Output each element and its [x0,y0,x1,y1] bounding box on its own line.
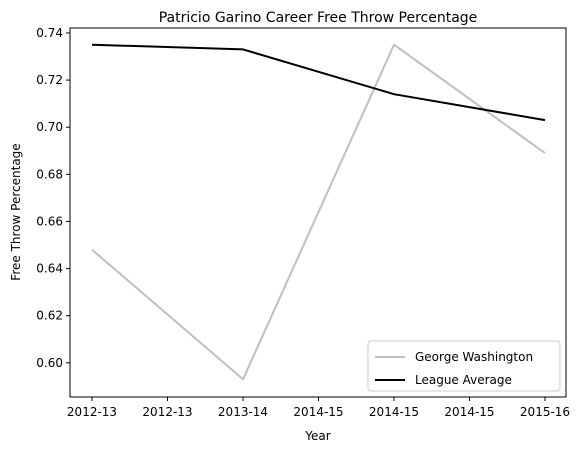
x-tick-label: 2012-13 [67,405,117,419]
legend-label: George Washington [415,350,533,364]
x-tick-label: 2014-15 [369,405,419,419]
x-axis: 2012-13 2012-13 2013-14 2014-15 2014-15 2014-… [67,397,570,419]
legend-box [367,340,561,392]
y-tick-label: 0.60 [36,356,63,370]
y-tick-label: 0.72 [36,73,63,87]
x-axis-label: Year [304,429,330,443]
series-line-george-washington [91,43,546,381]
x-tick-label: 2012-13 [142,405,192,419]
y-tick-label: 0.66 [36,214,63,228]
x-tick-label: 2014-15 [444,405,494,419]
y-tick-label: 0.70 [36,120,63,134]
y-axis-label: Free Throw Percentage [9,143,23,280]
plot-area [91,43,546,381]
chart-title: Patricio Garino Career Free Throw Percen… [159,10,478,26]
y-tick-label: 0.68 [36,167,63,181]
y-tick-label: 0.74 [36,26,63,40]
y-axis: 0.60 0.62 0.64 0.66 0.68 0.70 0.72 0.74 [36,26,70,370]
series-line-league-average [91,43,546,122]
y-tick-label: 0.62 [36,309,63,323]
legend-label: League Average [415,373,512,387]
x-tick-label: 2015-16 [520,405,570,419]
x-tick-label: 2014-15 [293,405,343,419]
legend: George Washington League Average [367,340,561,392]
x-tick-label: 2013-14 [218,405,268,419]
y-tick-label: 0.64 [36,262,63,276]
